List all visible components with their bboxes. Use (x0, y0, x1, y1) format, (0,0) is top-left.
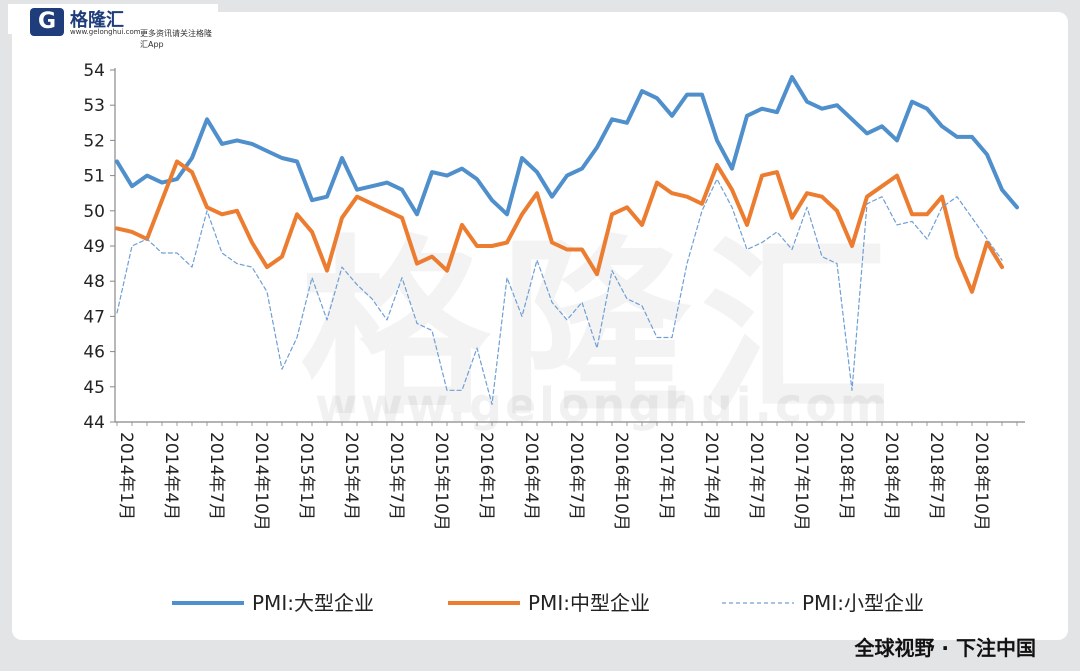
y-tick-label: 45 (83, 378, 105, 398)
logo-icon: G (30, 8, 64, 36)
logo-slogan: 更多资讯请关注格隆汇App (140, 29, 212, 49)
x-tick-label: 2018年1月 (836, 432, 856, 520)
logo-domain: www.gelonghui.com (70, 28, 141, 36)
x-tick-label: 2016年10月 (611, 432, 631, 531)
x-tick-label: 2016年1月 (476, 432, 496, 520)
legend-label-medium: PMI:中型企业 (528, 591, 650, 615)
x-tick-label: 2016年7月 (566, 432, 586, 520)
y-tick-label: 54 (83, 61, 105, 81)
x-tick-label: 2014年4月 (161, 432, 181, 520)
y-tick-label: 52 (83, 131, 105, 151)
x-tick-label: 2014年7月 (206, 432, 226, 520)
x-tick-label: 2017年10月 (791, 432, 811, 531)
x-tick-label: 2017年1月 (656, 432, 676, 520)
x-tick-label: 2018年4月 (881, 432, 901, 520)
x-tick-label: 2017年4月 (701, 432, 721, 520)
y-tick-label: 53 (83, 96, 105, 116)
x-tick-label: 2016年4月 (521, 432, 541, 520)
logo-name: 格隆汇 (70, 10, 124, 31)
series-line-small (116, 178, 1003, 405)
y-tick-label: 48 (83, 272, 105, 292)
series-group (115, 75, 1019, 405)
y-tick-label: 49 (83, 237, 105, 257)
x-tick-label: 2014年1月 (116, 432, 136, 520)
y-tick-label: 46 (83, 343, 105, 363)
legend: PMI:大型企业 PMI:中型企业 PMI:小型企业 (172, 591, 924, 615)
series-line-large (115, 75, 1019, 217)
x-tick-label: 2015年4月 (341, 432, 361, 520)
watermark-brand: 格隆汇 (300, 175, 900, 450)
legend-label-large: PMI:大型企业 (252, 591, 374, 615)
x-tick-label: 2018年7月 (926, 432, 946, 520)
legend-label-small: PMI:小型企业 (802, 591, 924, 615)
y-tick-label: 47 (83, 307, 105, 327)
x-tick-label: 2015年1月 (296, 432, 316, 520)
x-tick-label: 2018年10月 (971, 432, 991, 531)
x-tick-label: 2015年7月 (386, 432, 406, 520)
y-tick-label: 51 (83, 167, 105, 187)
series-line-medium (115, 159, 1004, 294)
axes: 44 45 46 47 48 49 50 51 52 53 54 2014年1月 2014年4月 2014… (83, 61, 1025, 531)
x-tick-label: 2015年10月 (431, 432, 451, 531)
y-tick-label: 50 (83, 202, 105, 222)
x-tick-label: 2014年10月 (251, 432, 271, 531)
y-tick-label: 44 (83, 413, 105, 433)
logo: G 格隆汇 www.gelonghui.com 更多资讯请关注格隆汇App (8, 4, 218, 49)
x-tick-label: 2017年7月 (746, 432, 766, 520)
footer-slogan: 全球视野 · 下注中国 (854, 636, 1036, 660)
chart-panel (12, 12, 1068, 640)
